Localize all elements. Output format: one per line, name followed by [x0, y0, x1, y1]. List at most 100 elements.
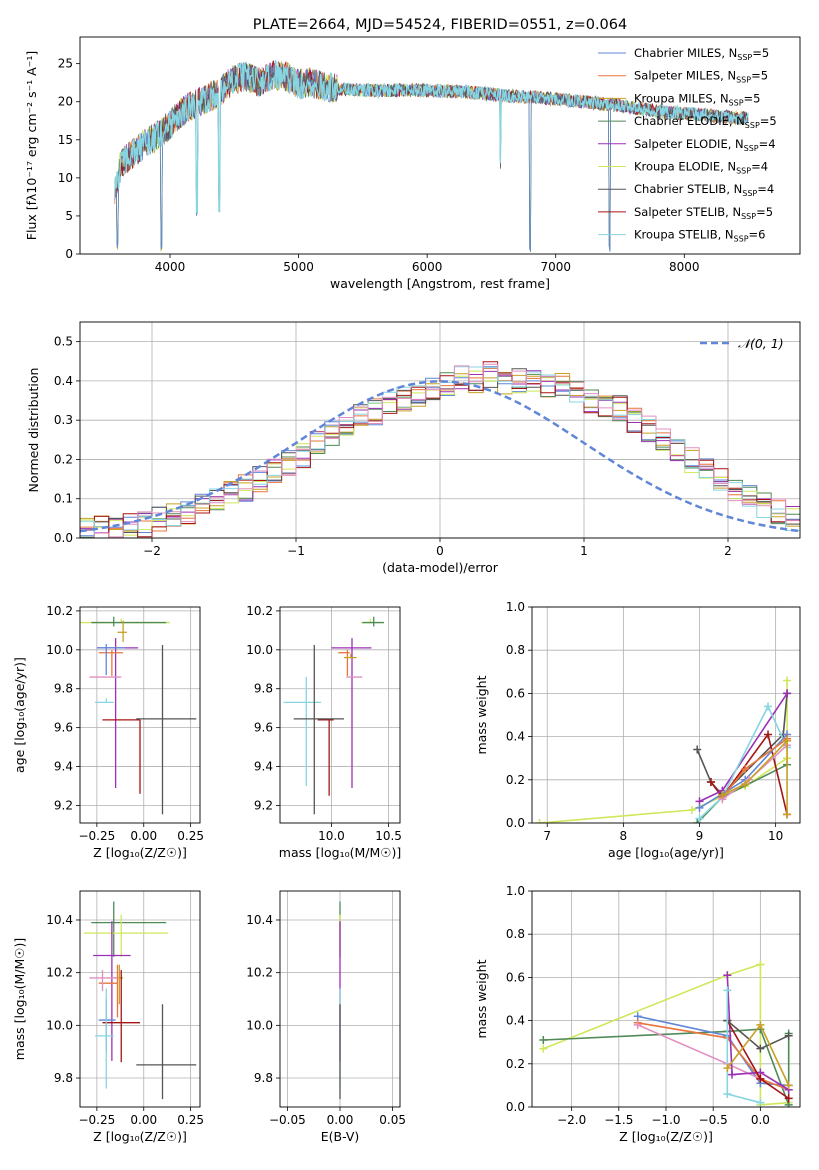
legend-label-subscript: SSP	[742, 189, 757, 198]
errorbar-salp_stelib	[102, 719, 141, 794]
series-line	[637, 1022, 789, 1091]
y-axis-label: Flux [fλ10⁻¹⁷ erg cm⁻² s⁻¹ A⁻¹]	[24, 51, 39, 240]
y-tick-label: 0.2	[54, 452, 73, 466]
series-marker	[687, 806, 696, 815]
legend-label-suffix: =5	[744, 91, 761, 105]
series-marker	[718, 790, 727, 799]
y-tick-label: 0.0	[54, 531, 73, 545]
x-tick-label: 0.0	[751, 1113, 770, 1127]
legend-label-subscript: SSP	[744, 144, 759, 153]
y-tick-label: 9.6	[254, 721, 273, 735]
legend-label-suffix: =5	[760, 114, 777, 128]
series-marker	[764, 702, 773, 711]
panel-mass-vs-Z: −0.25 0.00 0.25 9.8 10.0 10.2 10.4 Z [log₁₀(Z/Z…	[12, 890, 204, 1144]
y-tick-label: 9.4	[54, 760, 73, 774]
x-tick-label: 0.00	[327, 1113, 354, 1127]
legend-label-text: Chabrier ELODIE, N	[634, 114, 745, 128]
y-tick-label: 5	[65, 209, 73, 223]
y-tick-label: 25	[58, 57, 73, 71]
x-tick-label: 0.05	[379, 1113, 406, 1127]
x-tick-label: −2	[143, 544, 161, 558]
y-tick-label: 9.8	[54, 682, 73, 696]
x-tick-label: −0.25	[78, 829, 115, 843]
x-tick-label: 6000	[412, 260, 443, 274]
errorbar-krou_stelib	[95, 698, 114, 704]
legend-label-text: Chabrier MILES, N	[634, 46, 737, 60]
panel-age-vs-Z: −0.25 0.00 0.25 9.2 9.4 9.6 9.8 10.0 10.2 Z [log₁…	[12, 604, 204, 860]
plot-content	[535, 676, 792, 823]
series-marker	[784, 1081, 793, 1090]
series-marker	[723, 971, 732, 980]
y-tick-label: 10.2	[246, 966, 273, 980]
plot-content	[539, 960, 793, 1107]
panel-weight-vs-age: 7 8 9 10 0.0 0.2 0.4 0.6 0.8 1.0 age [log₁₀(age/yr…	[474, 600, 801, 860]
legend-label-chab_elodie: Chabrier ELODIE, NSSP=5	[634, 114, 777, 130]
x-tick-label: 7000	[540, 260, 571, 274]
x-tick-label: 8	[620, 829, 628, 843]
plot-frame	[79, 890, 201, 1108]
x-axis-label: Z [log₁₀(Z/Z☉)]	[93, 1129, 187, 1144]
series-marker	[695, 814, 704, 823]
series-marker	[539, 1044, 548, 1053]
panel-residuals: −2 −1 0 1 2 0.0 0.1 0.2 0.3 0.4 0.5 (data-model)/er…	[26, 321, 801, 575]
x-tick-label: 2	[724, 544, 732, 558]
legend-label-suffix: =6	[749, 228, 766, 242]
y-tick-label: 9.4	[254, 760, 273, 774]
x-tick-label: −1.0	[651, 1113, 680, 1127]
x-tick-label: 0.25	[177, 1113, 204, 1127]
series-marker	[693, 745, 702, 754]
x-tick-label: −2.0	[557, 1113, 586, 1127]
y-tick-label: 10.0	[46, 643, 73, 657]
x-tick-label: −0.05	[269, 1113, 306, 1127]
y-axis-label: Normed distribution	[26, 368, 41, 493]
y-tick-label: 10.4	[246, 913, 273, 927]
y-tick-label: 9.8	[254, 1071, 273, 1085]
legend-label-text: Kroupa STELIB, N	[634, 228, 734, 242]
series-krou_miles	[723, 1020, 793, 1090]
series-marker	[764, 730, 773, 739]
panel-spectrum: 4000 5000 6000 7000 8000 0 5 10 15 20 25 wavelength…	[24, 36, 801, 291]
errorbar-chab_stelib	[136, 1004, 197, 1100]
y-tick-label: 15	[58, 133, 73, 147]
y-tick-label: 0.0	[506, 816, 525, 830]
series-marker	[693, 819, 702, 823]
series-marker	[723, 1064, 732, 1073]
errorbar-salp_stelib	[317, 719, 334, 796]
series-line	[721, 738, 788, 815]
errorbar-chab_elodie	[91, 616, 167, 627]
series-marker	[756, 1044, 765, 1053]
x-tick-label: 7	[543, 829, 551, 843]
legend-label-suffix: =4	[759, 137, 776, 151]
series-marker	[723, 1090, 732, 1099]
series-krou_stelib	[723, 986, 765, 1107]
x-axis-label: age [log₁₀(age/yr)]	[608, 845, 724, 860]
y-tick-label: 0.2	[506, 1057, 525, 1071]
legend-label-subscript: SSP	[741, 212, 756, 221]
series-marker	[695, 803, 704, 812]
series-marker	[783, 676, 792, 685]
x-axis-label: mass [log₁₀(M/M☉)]	[279, 845, 401, 860]
x-axis-label: Z [log₁₀(Z/Z☉)]	[619, 1129, 713, 1144]
series-marker	[784, 1094, 793, 1103]
y-tick-label: 9.2	[254, 798, 273, 812]
legend-label-text: Salpeter ELODIE, N	[634, 137, 744, 151]
x-tick-label: 1	[580, 544, 588, 558]
y-tick-label: 9.8	[54, 1071, 73, 1085]
legend-label-subscript: SSP	[736, 76, 751, 85]
y-tick-label: 10.2	[246, 604, 273, 618]
histogram-pink	[80, 363, 800, 538]
series-marker	[783, 736, 792, 745]
y-tick-label: 10.4	[46, 913, 73, 927]
errorbar-salp_elodie	[331, 638, 372, 788]
errorbar-chab_elodie	[362, 616, 384, 627]
y-tick-label: 0.0	[506, 1100, 525, 1114]
y-tick-label: 1.0	[506, 884, 525, 898]
legend-label-krou_miles: Kroupa MILES, NSSP=5	[634, 91, 760, 107]
legend-label-krou_stelib: Kroupa STELIB, NSSP=6	[634, 228, 765, 244]
series-marker	[633, 1020, 642, 1029]
legend-label-gaussian: 𝒩(0, 1)	[738, 336, 784, 351]
x-axis-label: E(B-V)	[321, 1129, 360, 1144]
legend-label-subscript: SSP	[736, 167, 751, 176]
x-tick-label: 9	[696, 829, 704, 843]
